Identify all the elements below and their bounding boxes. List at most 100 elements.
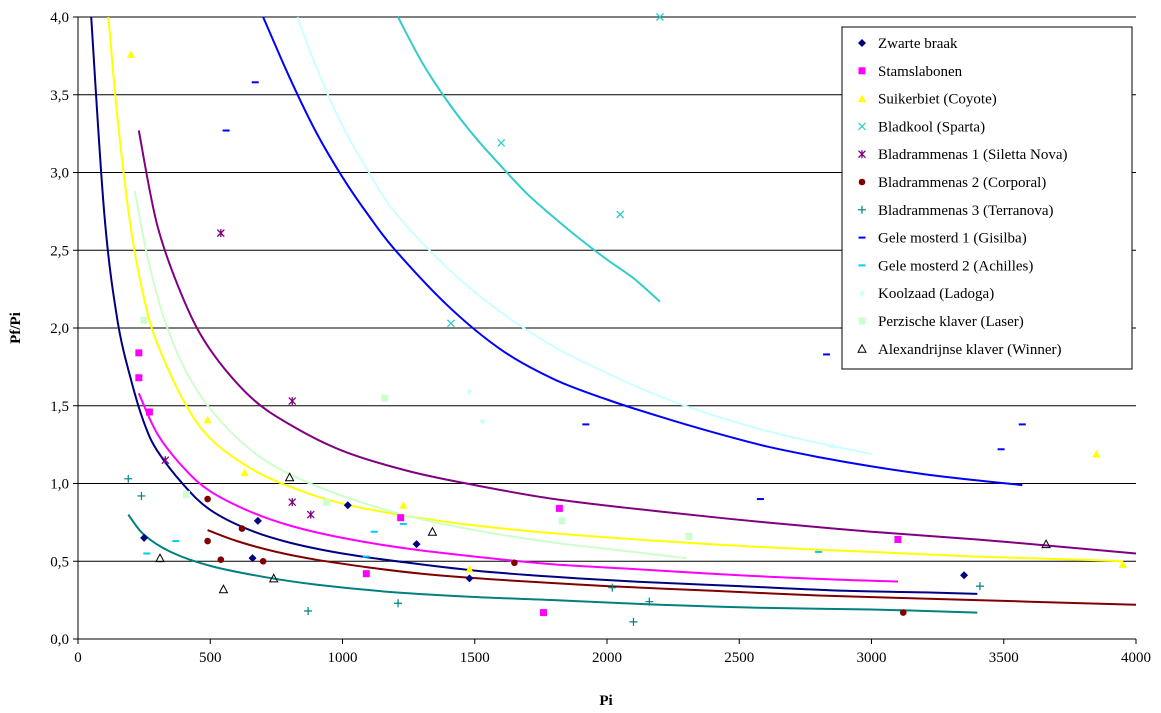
data-point [222, 129, 230, 132]
legend: Zwarte braak Stamslabonen Suikerbiet (Coyo… [841, 26, 1133, 370]
legend-label: Koolzaad (Ladoga) [878, 286, 994, 302]
data-point [362, 555, 370, 558]
data-point [251, 81, 259, 84]
data-point [124, 474, 133, 483]
data-point [511, 559, 518, 567]
data-point [259, 557, 267, 565]
data-point [268, 573, 279, 583]
data-point [135, 374, 143, 382]
legend-label: Bladrammenas 2 (Corporal) [878, 175, 1046, 191]
legend-marker [858, 150, 866, 159]
data-point [1018, 423, 1026, 426]
data-point [172, 540, 180, 543]
data-point [217, 556, 225, 563]
trend-curve [296, 16, 872, 455]
data-point [558, 517, 566, 525]
legend-marker [858, 236, 866, 239]
trend-curve [127, 513, 978, 614]
data-point [204, 537, 211, 545]
y-axis-title: Pf/Pi [8, 312, 24, 344]
data-point [216, 229, 225, 238]
x-tick-label: 3000 [857, 650, 887, 666]
data-point [240, 468, 249, 477]
trend-curve [262, 16, 1023, 487]
legend-label: Perzische klaver (Laser) [878, 314, 1024, 330]
data-point [203, 415, 212, 424]
data-point [465, 574, 474, 583]
data-point [137, 491, 146, 500]
data-point [140, 533, 149, 542]
data-point [894, 535, 902, 543]
y-tick-label: 4,0 [50, 10, 69, 26]
data-point [427, 526, 438, 536]
data-point [248, 554, 257, 563]
data-point [756, 498, 764, 501]
x-tick-label: 0 [74, 650, 82, 666]
legend-marker [858, 39, 866, 47]
data-point [608, 583, 617, 592]
data-point [362, 570, 370, 578]
data-point [161, 456, 170, 465]
data-point [394, 599, 403, 608]
legend-label: Bladrammenas 3 (Terranova) [878, 203, 1054, 219]
x-tick-label: 2500 [724, 650, 754, 666]
data-point [960, 571, 969, 580]
data-point [645, 597, 654, 606]
data-point [997, 448, 1005, 451]
legend-marker [857, 343, 867, 353]
data-point [480, 418, 486, 424]
legend-label: Bladkool (Sparta) [878, 119, 985, 135]
legend-marker [858, 178, 866, 186]
y-tick-label: 0,5 [50, 554, 69, 570]
x-tick-label: 500 [199, 650, 222, 666]
legend-marker [858, 67, 866, 75]
data-point [140, 316, 148, 324]
legend-marker [858, 94, 866, 103]
data-point [829, 443, 835, 449]
x-tick-label: 1500 [460, 650, 490, 666]
legend-box [841, 26, 1133, 370]
trend-curve [397, 16, 661, 303]
data-point [1118, 560, 1127, 568]
y-tick-label: 3,5 [50, 88, 69, 104]
data-point [1041, 539, 1051, 549]
trend-curve [107, 16, 1123, 563]
data-point [381, 394, 389, 402]
data-point [655, 13, 664, 21]
data-point [370, 530, 378, 533]
data-point [1092, 449, 1101, 458]
data-point [284, 472, 295, 482]
data-point [204, 495, 211, 503]
axes: 0,0 0,5 1,0 1,5 2,0 2,5 3,0 3,5 4,0 0 500 1000 1500 2… [50, 10, 1151, 666]
legend-label: Suikerbiet (Coyote) [878, 92, 997, 108]
data-point [145, 408, 153, 416]
data-point [629, 617, 638, 626]
data-point [126, 50, 135, 58]
data-point [306, 510, 315, 519]
data-point [397, 514, 405, 522]
data-points [124, 13, 1127, 626]
data-point [399, 522, 407, 525]
data-point [238, 525, 246, 532]
data-point [182, 490, 190, 498]
legend-label: Gele mosterd 1 (Gisilba) [878, 231, 1027, 247]
data-point [616, 210, 625, 219]
x-tick-label: 3500 [989, 650, 1019, 666]
data-point [399, 501, 408, 509]
data-point [143, 552, 151, 555]
y-tick-label: 1,5 [50, 399, 69, 415]
legend-marker [858, 264, 866, 267]
trend-curves [90, 16, 1137, 614]
data-point [323, 498, 331, 506]
y-tick-label: 1,0 [50, 477, 69, 493]
x-axis-title: Pi [599, 693, 612, 709]
y-tick-label: 2,0 [50, 321, 69, 337]
trend-curve [137, 130, 1137, 555]
data-point [466, 389, 472, 395]
data-point [823, 353, 831, 356]
data-point [582, 423, 590, 426]
data-point [446, 319, 455, 328]
trend-curve [133, 191, 687, 560]
data-point [975, 582, 984, 591]
